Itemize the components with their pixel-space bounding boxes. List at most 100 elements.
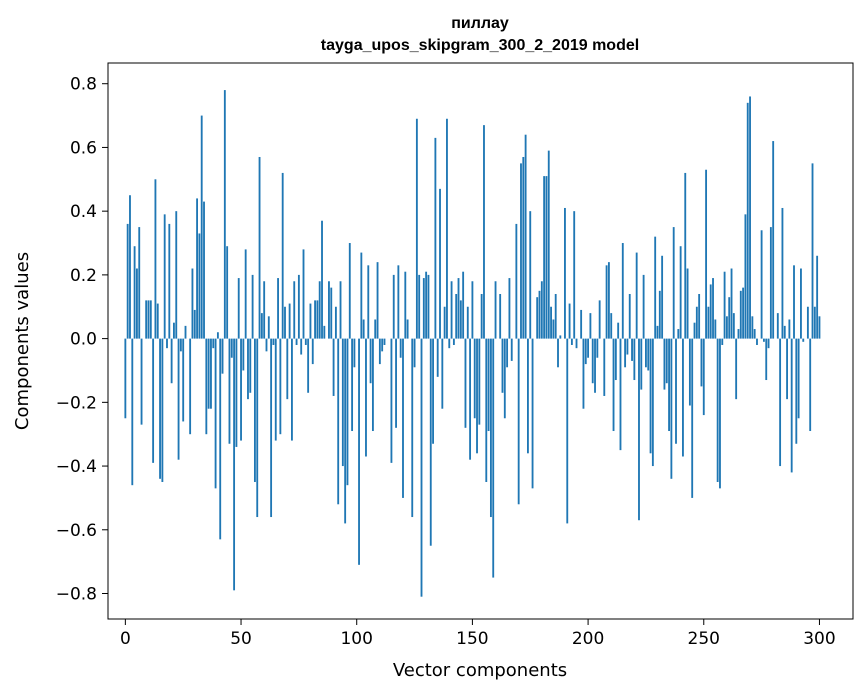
bar-233: [663, 338, 666, 390]
bar-71: [288, 303, 291, 339]
y-tick-label: −0.2: [56, 393, 97, 413]
bar-145: [459, 300, 462, 339]
bar-273: [756, 338, 758, 345]
bar-64: [272, 338, 275, 345]
bar-96: [346, 338, 349, 486]
bar-144: [457, 278, 460, 339]
bar-101: [358, 338, 360, 565]
bar-165: [506, 338, 509, 368]
bar-107: [371, 338, 374, 432]
bar-32: [198, 233, 201, 339]
bar-65: [274, 338, 277, 441]
bar-253: [709, 284, 712, 339]
bar-229: [654, 236, 657, 339]
bar-256: [716, 338, 719, 482]
bar-44: [226, 246, 229, 339]
x-tick-label: 50: [230, 629, 252, 649]
bar-135: [436, 338, 439, 377]
bar-86: [323, 325, 326, 339]
bar-265: [737, 329, 740, 339]
bar-128: [420, 338, 423, 597]
bar-169: [515, 223, 518, 339]
bar-269: [746, 102, 749, 339]
bar-178: [536, 297, 539, 339]
y-tick-label: 0.0: [70, 330, 97, 350]
bar-137: [441, 338, 444, 409]
bar-11: [149, 300, 152, 339]
bar-34: [203, 201, 205, 339]
bar-110: [378, 338, 381, 365]
bar-268: [744, 214, 747, 339]
bar-122: [406, 319, 409, 339]
bar-50: [240, 338, 242, 441]
bar-54: [249, 338, 252, 393]
bar-52: [244, 249, 247, 339]
bar-73: [293, 281, 296, 339]
bar-70: [286, 338, 289, 400]
bar-288: [790, 338, 793, 473]
bar-89: [330, 287, 333, 339]
bar-33: [200, 115, 203, 339]
bar-277: [765, 338, 768, 381]
bar-132: [429, 338, 432, 546]
bar-7: [140, 338, 143, 425]
bar-17: [163, 214, 166, 339]
bar-148: [466, 306, 469, 339]
bar-156: [485, 338, 488, 482]
bar-263: [732, 313, 735, 339]
bar-193: [570, 338, 573, 345]
bar-175: [529, 211, 532, 339]
bar-243: [686, 268, 689, 339]
bar-227: [649, 338, 652, 454]
bar-67: [279, 338, 282, 435]
bar-185: [552, 319, 555, 339]
bar-78: [304, 338, 307, 345]
bar-239: [677, 329, 680, 339]
bar-244: [688, 338, 691, 406]
bar-285: [783, 325, 786, 339]
bar-191: [566, 338, 569, 524]
bar-66: [277, 278, 279, 339]
bar-232: [661, 255, 664, 339]
bar-205: [598, 300, 601, 339]
bar-207: [603, 338, 606, 396]
bar-41: [219, 338, 222, 540]
bar-117: [395, 338, 397, 428]
bar-163: [501, 338, 504, 393]
bar-76: [300, 338, 303, 355]
bar-154: [480, 294, 483, 339]
bar-272: [753, 329, 756, 339]
chart-subtitle: tayga_upos_skipgram_300_2_2019 model: [321, 37, 639, 54]
bar-151: [473, 338, 476, 419]
bar-176: [531, 338, 534, 489]
bar-267: [742, 287, 745, 339]
bar-170: [517, 338, 520, 505]
bar-141: [450, 281, 453, 339]
bar-284: [781, 207, 784, 339]
bar-296: [809, 338, 812, 432]
bar-51: [242, 338, 245, 371]
bar-119: [399, 338, 402, 358]
bar-93: [339, 281, 342, 339]
bar-254: [712, 278, 714, 339]
bar-37: [210, 338, 212, 409]
bar-18: [166, 338, 168, 349]
bar-77: [302, 249, 305, 339]
bar-91: [334, 306, 337, 339]
bar-155: [483, 125, 485, 339]
bar-192: [568, 303, 571, 339]
bar-220: [633, 338, 636, 381]
bar-75: [297, 274, 300, 339]
bar-172: [522, 156, 525, 339]
bar-245: [691, 338, 694, 498]
bar-179: [538, 290, 541, 339]
bar-291: [797, 338, 800, 419]
bar-9: [145, 300, 148, 339]
bar-266: [739, 290, 742, 339]
bar-109: [376, 262, 379, 339]
bar-278: [767, 338, 770, 349]
bar-298: [813, 306, 816, 339]
bar-187: [557, 338, 559, 368]
bar-53: [247, 338, 249, 400]
bar-198: [582, 338, 585, 409]
